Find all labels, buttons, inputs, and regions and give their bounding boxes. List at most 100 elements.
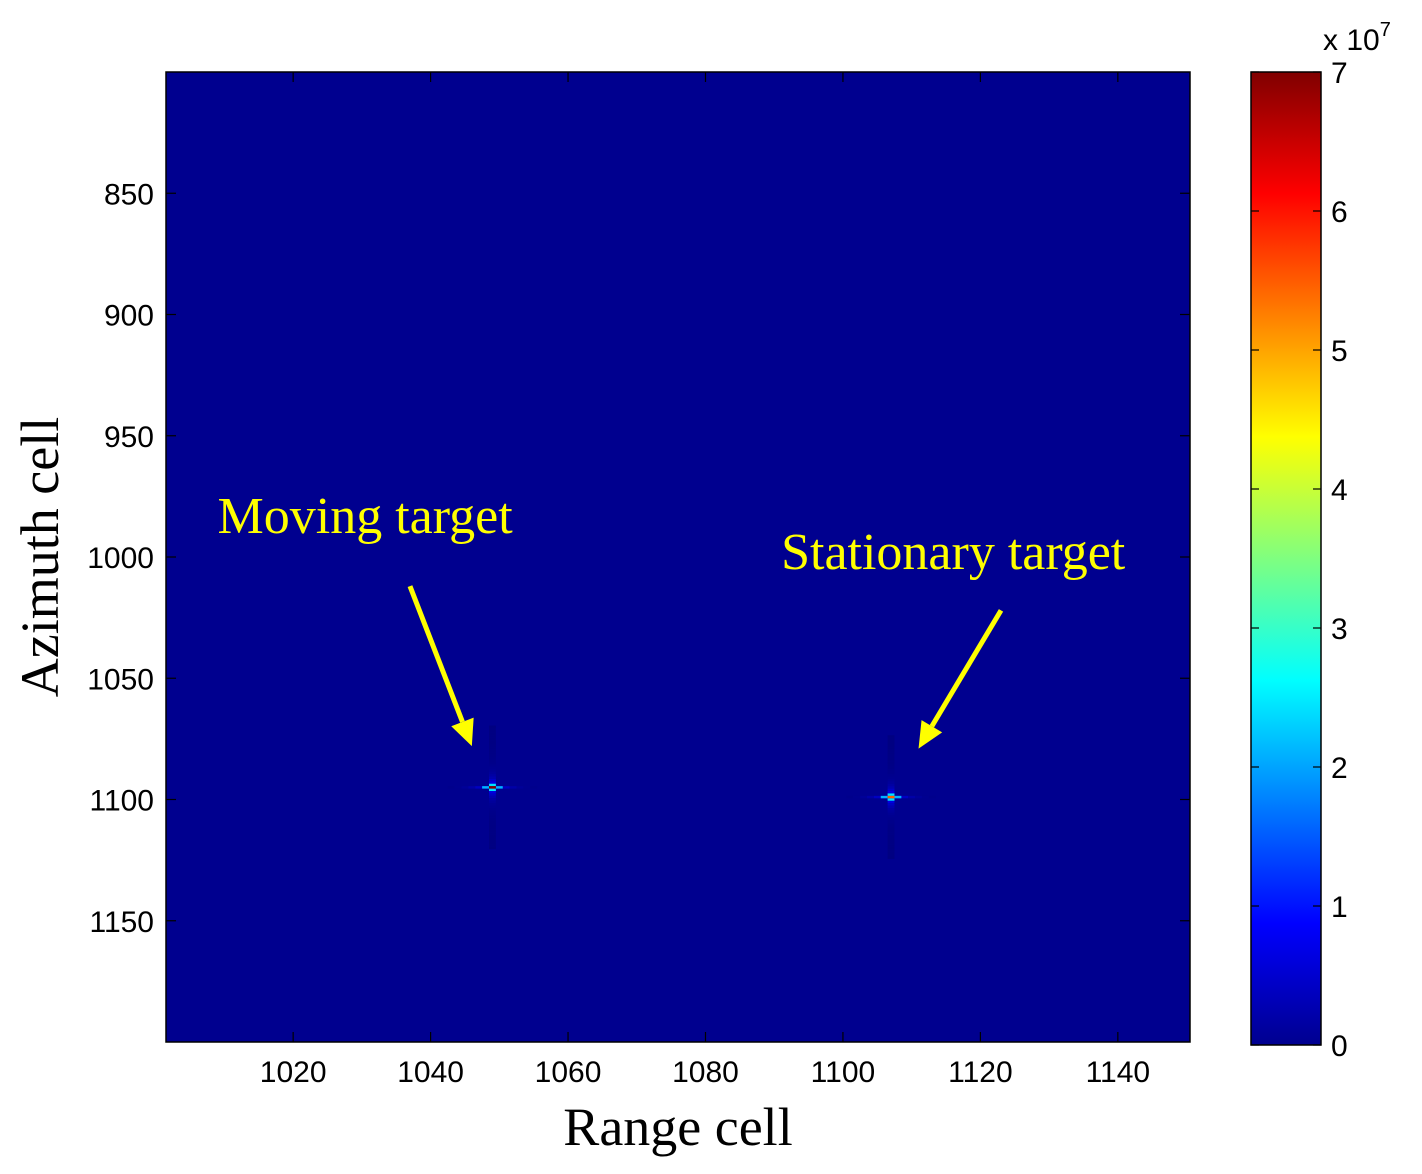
- target-cell: [489, 795, 496, 799]
- target-cell: [489, 810, 496, 813]
- target-cell: [887, 803, 895, 806]
- target-cell: [489, 757, 496, 760]
- target-cell: [489, 730, 496, 733]
- target-cell: [866, 795, 874, 799]
- target-cell: [887, 856, 895, 859]
- y-tick-label: 1150: [89, 906, 154, 939]
- target-cell: [489, 846, 496, 850]
- target-cell: [489, 834, 496, 838]
- target-cell: [887, 798, 895, 801]
- target-cell: [894, 795, 902, 799]
- target-cell: [489, 815, 496, 818]
- target-cell: [489, 774, 496, 777]
- target-cell: [887, 752, 895, 755]
- annotation-layer: Moving target Stationary target: [218, 488, 1126, 749]
- colorbar: [1250, 71, 1322, 1046]
- target-cell: [887, 846, 895, 850]
- target-cell: [887, 849, 895, 852]
- target-cell: [887, 832, 895, 835]
- target-cell: [887, 737, 895, 741]
- target-cell: [887, 764, 895, 767]
- x-tick-label: 1060: [535, 1056, 602, 1089]
- target-cell: [887, 766, 895, 770]
- x-tick-label: 1140: [1086, 1056, 1151, 1089]
- target-cell: [489, 827, 496, 830]
- target-cell: [887, 841, 895, 845]
- target-cell: [489, 805, 496, 808]
- target-layer: [447, 725, 936, 859]
- target-cell: [516, 786, 524, 789]
- target-cell: [887, 839, 895, 842]
- target-cell: [489, 829, 496, 833]
- target-cell: [489, 725, 496, 728]
- colorbar-tick-label: 3: [1331, 613, 1348, 646]
- target-cell: [887, 774, 895, 777]
- target-cell: [523, 786, 531, 789]
- target-cell: [887, 800, 895, 804]
- target-cell: [921, 795, 929, 799]
- target-cell: [489, 812, 496, 816]
- target-cell: [489, 786, 496, 789]
- y-axis-title: Azimuth cell: [10, 417, 70, 697]
- target-cell: [489, 832, 496, 835]
- target-cell: [887, 817, 895, 821]
- colorbar-tick-label: 2: [1331, 752, 1348, 785]
- target-cell: [489, 844, 496, 847]
- target-cell: [489, 791, 496, 794]
- target-cell: [489, 737, 496, 741]
- target-cell: [887, 776, 895, 779]
- target-cell: [873, 795, 881, 799]
- target-cell: [489, 776, 496, 779]
- target-cell: [928, 795, 936, 799]
- colorbar-tick-label: 4: [1331, 474, 1348, 507]
- target-cell: [887, 824, 895, 828]
- colorbar-tick-label: 5: [1331, 335, 1348, 368]
- x-tick-label: 1020: [260, 1056, 327, 1089]
- target-cell: [846, 795, 854, 799]
- annotation-label: Moving target: [218, 488, 514, 545]
- target-cell: [489, 759, 496, 762]
- target-cell: [887, 759, 895, 762]
- target-cell: [887, 805, 895, 808]
- target-cell: [489, 766, 496, 770]
- target-cell: [887, 829, 895, 833]
- target-response: [846, 735, 936, 859]
- target-cell: [489, 800, 496, 804]
- target-cell: [489, 788, 496, 792]
- target-cell: [489, 817, 496, 821]
- target-cell: [489, 841, 496, 845]
- target-cell: [887, 854, 895, 857]
- colorbar-exponent-power: 7: [1380, 19, 1391, 41]
- target-cell: [887, 786, 895, 789]
- colorbar-tick-label: 7: [1331, 57, 1348, 90]
- target-cell: [887, 740, 895, 743]
- target-cell: [489, 793, 496, 796]
- colorbar-tick-label: 1: [1331, 891, 1348, 924]
- annotation-arrow: [407, 585, 465, 723]
- target-cell: [901, 795, 909, 799]
- target-cell: [475, 786, 483, 789]
- target-cell: [489, 778, 496, 782]
- target-cell: [880, 795, 888, 799]
- target-cell: [915, 795, 922, 799]
- target-cell: [468, 786, 476, 789]
- target-cell: [489, 742, 496, 745]
- target-cell: [489, 735, 496, 738]
- target-cell: [887, 793, 895, 796]
- target-cell: [461, 786, 469, 789]
- target-cell: [887, 783, 895, 787]
- target-cell: [489, 744, 496, 748]
- target-cell: [887, 742, 895, 745]
- target-cell: [489, 771, 496, 775]
- target-cell: [489, 781, 496, 784]
- x-axis-title: Range cell: [563, 1097, 792, 1157]
- y-tick-label: 1050: [87, 663, 154, 696]
- target-cell: [495, 786, 503, 789]
- target-cell: [887, 788, 895, 792]
- target-cell: [887, 769, 895, 772]
- target-cell: [887, 810, 895, 813]
- target-cell: [489, 820, 496, 823]
- target-cell: [489, 824, 496, 828]
- target-cell: [509, 786, 517, 789]
